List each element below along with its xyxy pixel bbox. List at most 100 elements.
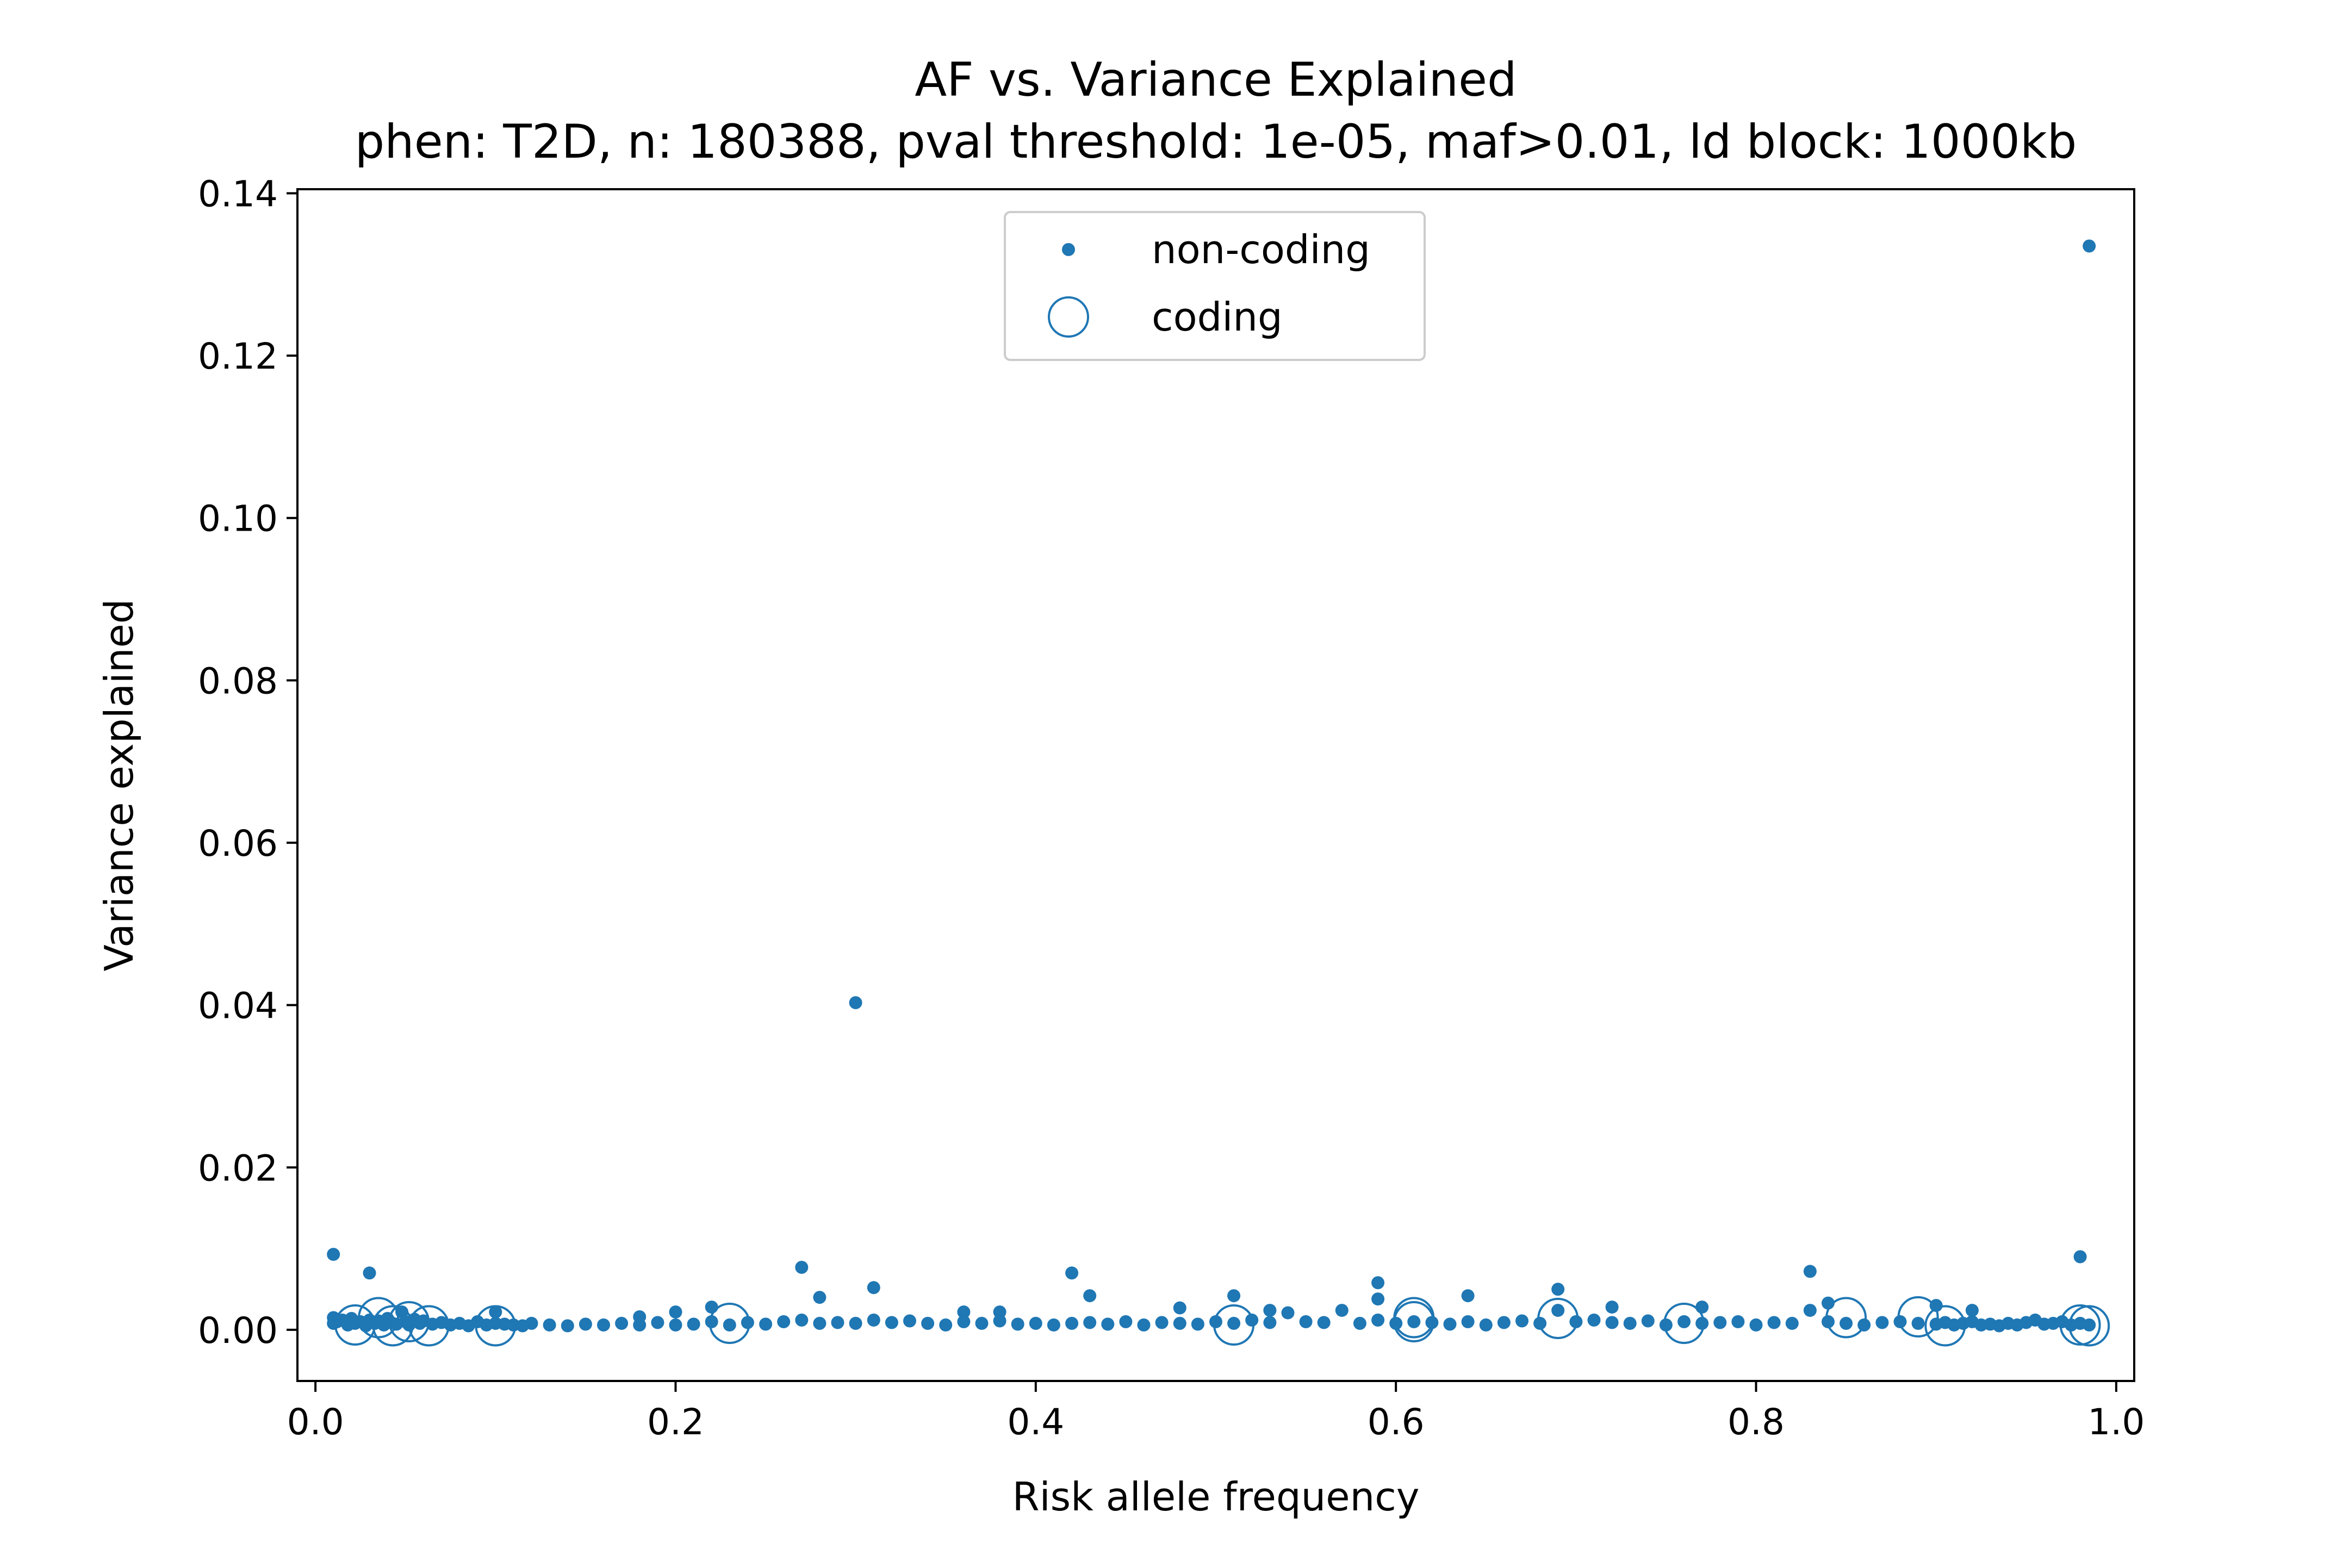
non-coding-point-58: [831, 1316, 844, 1329]
non-coding-point-93: [1299, 1315, 1313, 1328]
non-coding-point-127: [1803, 1265, 1817, 1278]
non-coding-point-60: [849, 1317, 862, 1330]
non-coding-point-31: [489, 1305, 502, 1319]
non-coding-point-56: [813, 1291, 826, 1304]
legend-box: [1004, 211, 1426, 361]
non-coding-point-46: [669, 1318, 682, 1331]
non-coding-point-141: [1965, 1304, 1979, 1317]
non-coding-point-38: [561, 1319, 574, 1333]
non-coding-point-107: [1497, 1316, 1511, 1329]
non-coding-point-61: [867, 1281, 880, 1295]
y-tick-label-6: 0.12: [198, 335, 278, 377]
chart-title: AF vs. Variance Explained: [915, 53, 1517, 107]
non-coding-point-37: [543, 1318, 556, 1331]
non-coding-point-62: [867, 1314, 880, 1327]
y-tick-label-5: 0.10: [198, 498, 278, 540]
non-coding-point-121: [1695, 1317, 1709, 1330]
coding-point-2: [372, 1305, 414, 1347]
non-coding-point-80: [1119, 1315, 1133, 1328]
non-coding-point-85: [1191, 1317, 1204, 1331]
non-coding-point-110: [1551, 1283, 1565, 1296]
coding-point-16: [2068, 1305, 2110, 1347]
non-coding-point-76: [1065, 1317, 1079, 1330]
non-coding-point-47: [687, 1317, 700, 1331]
coding-point-14: [1924, 1305, 1966, 1347]
non-coding-point-106: [1479, 1318, 1493, 1331]
non-coding-point-99: [1371, 1314, 1385, 1327]
non-coding-point-54: [795, 1261, 809, 1274]
non-coding-point-126: [1785, 1317, 1799, 1330]
non-coding-point-120: [1695, 1301, 1709, 1314]
non-coding-point-87: [1227, 1289, 1241, 1303]
coding-point-5: [475, 1305, 517, 1347]
non-coding-point-53: [777, 1315, 791, 1328]
non-coding-point-92: [1281, 1306, 1295, 1320]
coding-point-11: [1663, 1303, 1705, 1344]
non-coding-point-94: [1317, 1316, 1331, 1329]
non-coding-point-50: [723, 1318, 736, 1331]
coding-point-0: [334, 1304, 376, 1346]
non-coding-point-157: [2083, 1318, 2096, 1331]
x-tick-label-1: 0.2: [647, 1401, 704, 1443]
coding-point-9: [1393, 1301, 1435, 1342]
coding-point-4: [408, 1305, 450, 1347]
legend-marker-coding: [1048, 296, 1089, 338]
non-coding-point-112: [1569, 1315, 1583, 1328]
non-coding-point-55: [795, 1314, 809, 1327]
non-coding-point-133: [1875, 1316, 1889, 1329]
coding-point-15: [2059, 1304, 2101, 1346]
non-coding-point-113: [1587, 1314, 1601, 1327]
non-coding-point-10: [363, 1266, 376, 1280]
non-coding-point-49: [705, 1315, 718, 1328]
non-coding-point-63: [885, 1316, 898, 1329]
non-coding-point-44: [651, 1316, 664, 1329]
data-points: [327, 239, 2110, 1347]
non-coding-point-136: [1929, 1299, 1943, 1312]
non-coding-point-128: [1803, 1304, 1817, 1317]
non-coding-point-122: [1713, 1316, 1727, 1329]
non-coding-point-91: [1263, 1316, 1277, 1329]
non-coding-point-88: [1227, 1317, 1241, 1330]
non-coding-point-39: [579, 1317, 592, 1331]
x-tick-label-4: 0.8: [1727, 1401, 1785, 1443]
non-coding-point-105: [1461, 1315, 1475, 1328]
non-coding-point-79: [1101, 1317, 1115, 1331]
non-coding-point-41: [615, 1317, 629, 1330]
y-tick-label-2: 0.04: [198, 985, 278, 1027]
coding-point-3: [388, 1301, 430, 1342]
y-tick-label-3: 0.06: [198, 823, 278, 864]
plot-frame: [296, 188, 2135, 1382]
non-coding-point-119: [1677, 1315, 1691, 1328]
non-coding-point-83: [1173, 1301, 1186, 1315]
legend: non-coding coding: [1004, 211, 1426, 361]
non-coding-point-82: [1155, 1316, 1169, 1329]
non-coding-point-111: [1551, 1304, 1565, 1317]
non-coding-point-123: [1731, 1315, 1745, 1328]
non-coding-point-67: [957, 1305, 971, 1319]
non-coding-point-81: [1137, 1318, 1151, 1331]
non-coding-point-66: [939, 1318, 953, 1331]
y-tick-label-0: 0.00: [198, 1310, 278, 1352]
legend-label-non-coding: non-coding: [1152, 227, 1370, 272]
non-coding-point-104: [1461, 1289, 1475, 1303]
non-coding-point-84: [1173, 1317, 1186, 1330]
non-coding-point-116: [1623, 1317, 1637, 1330]
coding-point-6: [709, 1303, 750, 1344]
non-coding-point-71: [993, 1314, 1006, 1328]
coding-point-12: [1825, 1297, 1867, 1339]
non-coding-point-135: [1911, 1317, 1925, 1330]
y-axis-label: Variance explained: [96, 599, 142, 971]
non-coding-point-65: [921, 1317, 935, 1330]
x-tick-label-3: 0.6: [1368, 1401, 1425, 1443]
chart-subtitle: phen: T2D, n: 180388, pval threshold: 1e…: [355, 115, 2077, 169]
non-coding-point-36: [525, 1317, 538, 1330]
y-tick-label-7: 0.14: [198, 173, 278, 215]
non-coding-point-124: [1749, 1318, 1763, 1331]
non-coding-point-64: [903, 1314, 916, 1328]
coding-point-7: [1213, 1304, 1255, 1346]
legend-marker-non-coding: [1062, 243, 1075, 256]
non-coding-point-73: [1029, 1317, 1042, 1330]
non-coding-point-51: [741, 1316, 754, 1329]
